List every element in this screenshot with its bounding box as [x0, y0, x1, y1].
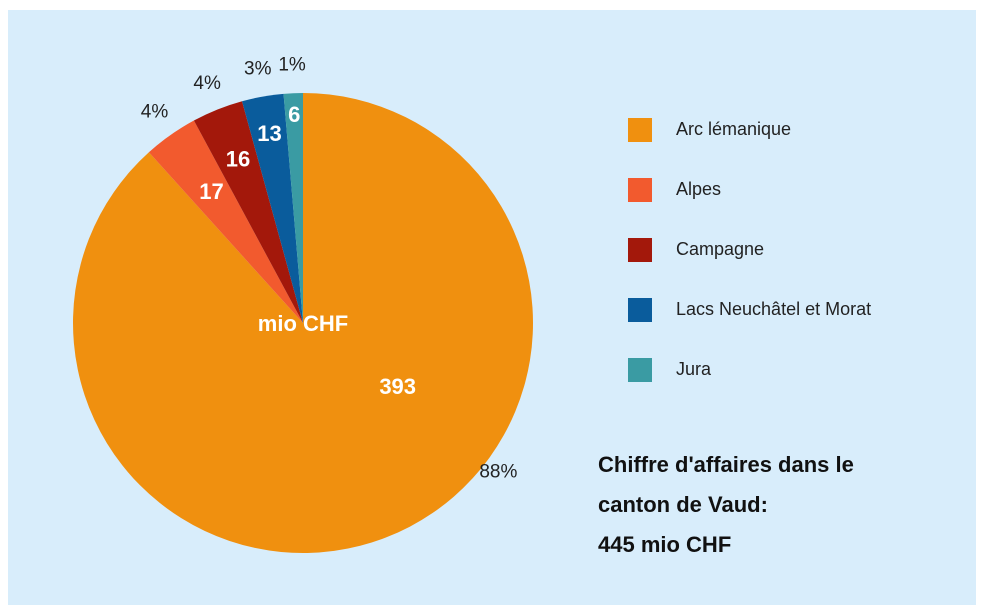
percent-label: 88% — [479, 462, 517, 483]
note-line: 445 mio CHF — [598, 532, 731, 557]
legend-label: Arc lémanique — [676, 119, 791, 139]
pie-slice — [148, 120, 303, 324]
pie-slice — [242, 93, 303, 323]
legend-swatch — [628, 238, 652, 262]
legend-swatch — [628, 298, 652, 322]
value-label: 17 — [199, 179, 223, 204]
note-line: Chiffre d'affaires dans le — [598, 452, 854, 477]
note-line: canton de Vaud: — [598, 492, 768, 517]
value-label: 6 — [288, 102, 300, 127]
pie-slice — [72, 93, 534, 553]
legend-label: Campagne — [676, 239, 764, 259]
percent-label: 4% — [141, 101, 169, 122]
legend-label: Alpes — [676, 179, 721, 199]
percent-label: 3% — [244, 58, 272, 79]
legend-swatch — [628, 178, 652, 202]
legend-swatch — [628, 358, 652, 382]
percent-label: 4% — [193, 73, 221, 94]
legend-label: Lacs Neuchâtel et Morat — [676, 299, 871, 319]
pie-slice — [193, 101, 303, 323]
value-label: 13 — [257, 121, 281, 146]
pie-slice — [283, 93, 303, 323]
value-label: 16 — [226, 147, 250, 172]
percent-label: 1% — [278, 55, 306, 76]
value-label: 393 — [379, 374, 416, 399]
center-label: mio CHF — [258, 311, 348, 336]
legend-swatch — [628, 118, 652, 142]
legend-label: Jura — [676, 359, 712, 379]
